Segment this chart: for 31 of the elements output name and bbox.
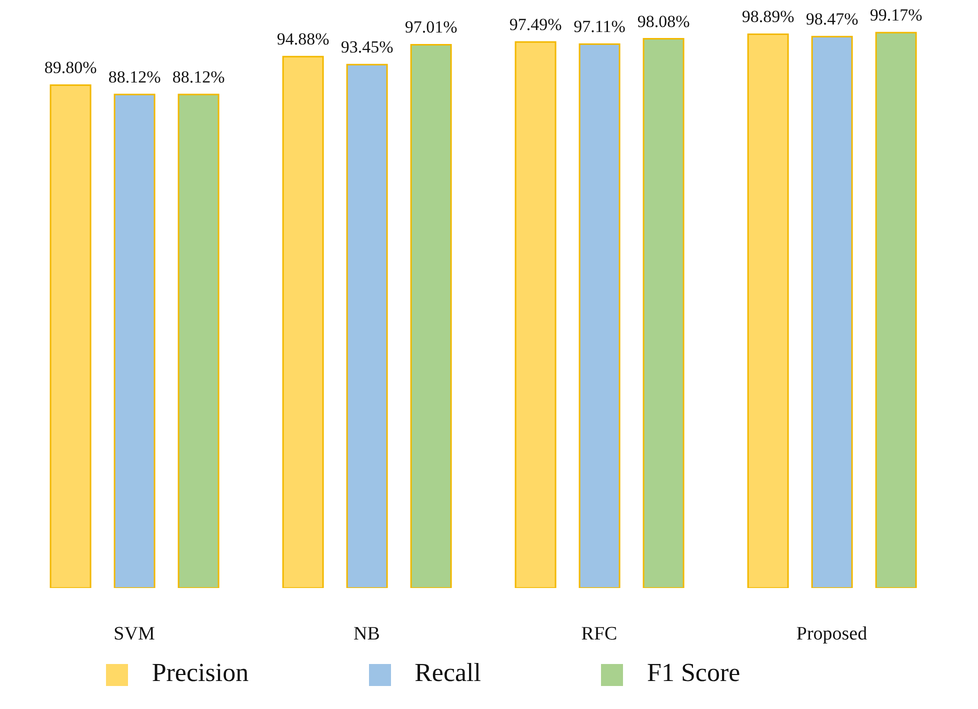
data-label: 89.80% [44,58,97,78]
bar [346,64,388,588]
data-label: 99.17% [870,6,922,25]
bar [642,38,684,588]
bar [811,36,853,588]
x-tick-label: Proposed [796,623,868,644]
x-tick-label: SVM [114,623,155,644]
legend-label: F1 Score [647,658,740,687]
bar [114,94,156,588]
x-tick-label: RFC [581,623,618,644]
bar [578,43,620,588]
data-label: 97.01% [404,18,458,37]
x-tick-label: NB [354,623,380,644]
bar [50,84,92,588]
data-label: 88.12% [108,68,161,87]
data-label: 97.49% [509,15,562,34]
legend-label: Recall [414,658,481,687]
bar [410,44,452,588]
bar [514,41,556,588]
data-label: 93.45% [340,38,394,57]
bar [875,32,917,588]
data-label: 98.08% [637,12,690,31]
data-label: 88.12% [172,68,225,87]
bar [747,33,789,588]
data-label: 98.47% [806,10,858,29]
data-label: 94.88% [276,30,330,49]
bar [178,94,220,588]
legend-label: Precision [152,658,249,687]
data-label: 98.89% [742,7,794,26]
data-label: 97.11% [574,17,626,36]
bar [282,56,324,588]
